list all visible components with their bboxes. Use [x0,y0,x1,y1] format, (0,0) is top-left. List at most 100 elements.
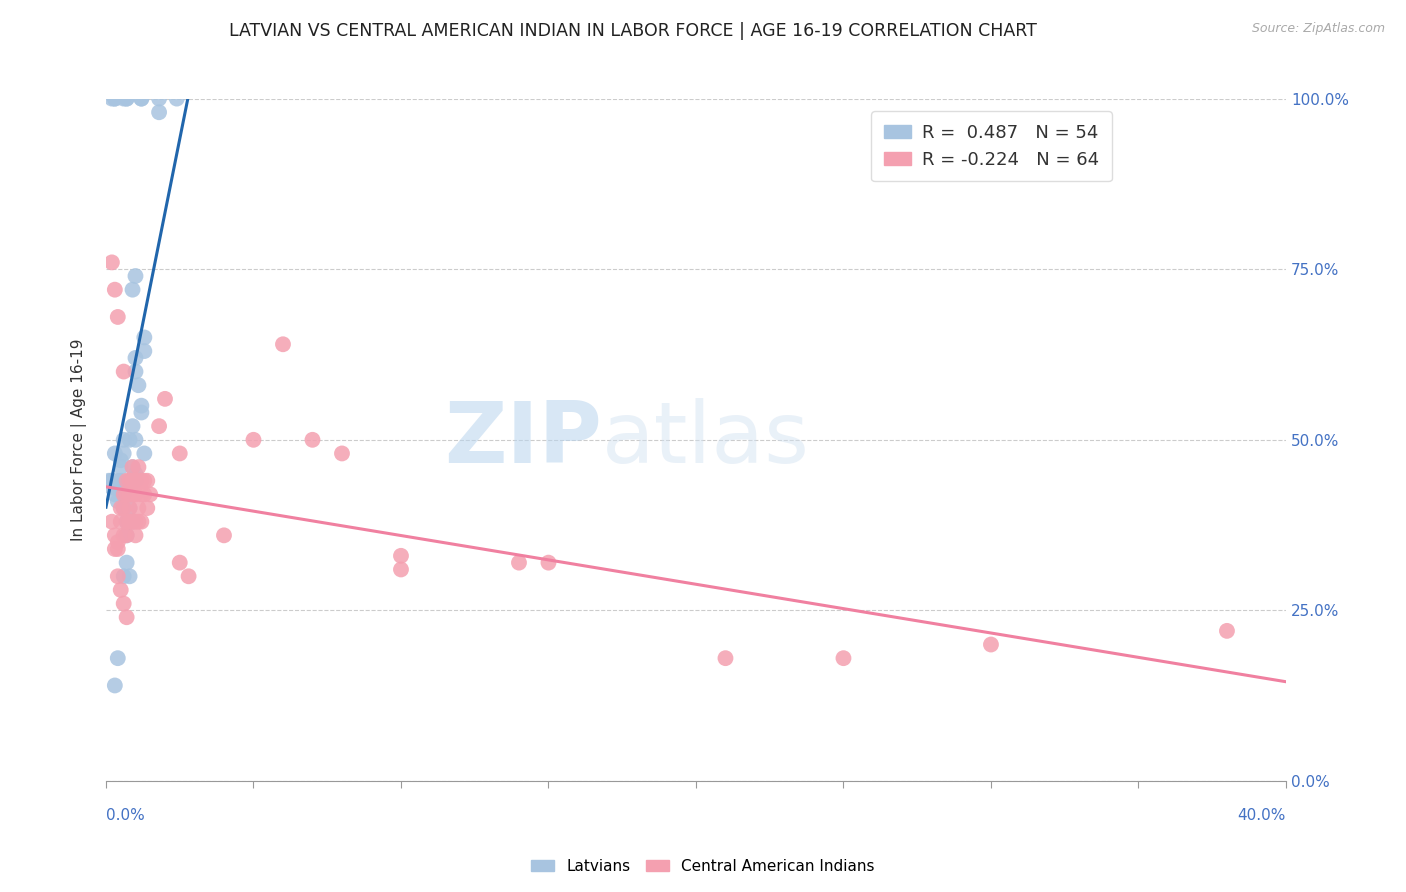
Point [537,556,560,570]
Point [121,460,143,475]
Point [301,433,323,447]
Point [832,651,855,665]
Point [124,474,146,488]
Point [112,487,135,501]
Point [112,446,135,460]
Point [104,92,127,106]
Point [131,474,153,488]
Point [131,92,153,106]
Point [97,474,120,488]
Point [112,365,135,379]
Point [212,528,235,542]
Point [104,446,127,460]
Point [136,501,159,516]
Point [101,515,124,529]
Point [112,92,135,106]
Point [112,528,135,542]
Point [118,501,141,516]
Point [124,467,146,481]
Point [121,460,143,475]
Point [118,433,141,447]
Text: 0.0%: 0.0% [105,808,145,823]
Point [104,283,127,297]
Point [124,474,146,488]
Point [110,515,132,529]
Point [124,268,146,283]
Point [115,610,138,624]
Point [124,351,146,365]
Point [118,487,141,501]
Point [139,487,162,501]
Point [131,515,153,529]
Point [104,481,127,495]
Point [124,528,146,542]
Text: LATVIAN VS CENTRAL AMERICAN INDIAN IN LABOR FORCE | AGE 16-19 CORRELATION CHART: LATVIAN VS CENTRAL AMERICAN INDIAN IN LA… [229,22,1036,40]
Point [101,92,124,106]
Point [134,487,156,501]
Point [177,569,200,583]
Point [127,378,149,392]
Point [508,556,530,570]
Point [127,460,149,475]
Point [112,433,135,447]
Point [118,474,141,488]
Point [115,487,138,501]
Point [980,638,1002,652]
Point [115,515,138,529]
Point [104,541,127,556]
Point [104,92,127,106]
Point [127,501,149,516]
Point [148,92,170,106]
Point [104,487,127,501]
Point [124,487,146,501]
Text: ZIP: ZIP [444,399,602,482]
Point [112,501,135,516]
Point [115,92,138,106]
Point [121,474,143,488]
Text: 40.0%: 40.0% [1237,808,1286,823]
Point [107,569,129,583]
Point [101,474,124,488]
Point [121,515,143,529]
Point [148,419,170,434]
Point [115,528,138,542]
Point [136,474,159,488]
Point [104,678,127,692]
Point [107,474,129,488]
Point [101,474,124,488]
Point [112,569,135,583]
Point [118,515,141,529]
Point [118,501,141,516]
Point [124,365,146,379]
Point [389,549,412,563]
Point [107,494,129,508]
Point [110,453,132,467]
Point [134,474,156,488]
Point [107,651,129,665]
Point [115,515,138,529]
Point [169,446,191,460]
Point [134,344,156,359]
Point [112,597,135,611]
Point [104,528,127,542]
Point [134,330,156,344]
Point [148,105,170,120]
Point [166,92,188,106]
Point [127,515,149,529]
Point [115,92,138,106]
Point [121,419,143,434]
Point [127,474,149,488]
Point [115,481,138,495]
Point [121,283,143,297]
Y-axis label: In Labor Force | Age 16-19: In Labor Force | Age 16-19 [72,339,87,541]
Text: Source: ZipAtlas.com: Source: ZipAtlas.com [1251,22,1385,36]
Point [1216,624,1239,638]
Point [115,528,138,542]
Point [131,405,153,419]
Point [121,487,143,501]
Legend: R =  0.487   N = 54, R = -0.224   N = 64: R = 0.487 N = 54, R = -0.224 N = 64 [872,111,1112,181]
Point [131,92,153,106]
Point [118,474,141,488]
Point [131,487,153,501]
Point [134,446,156,460]
